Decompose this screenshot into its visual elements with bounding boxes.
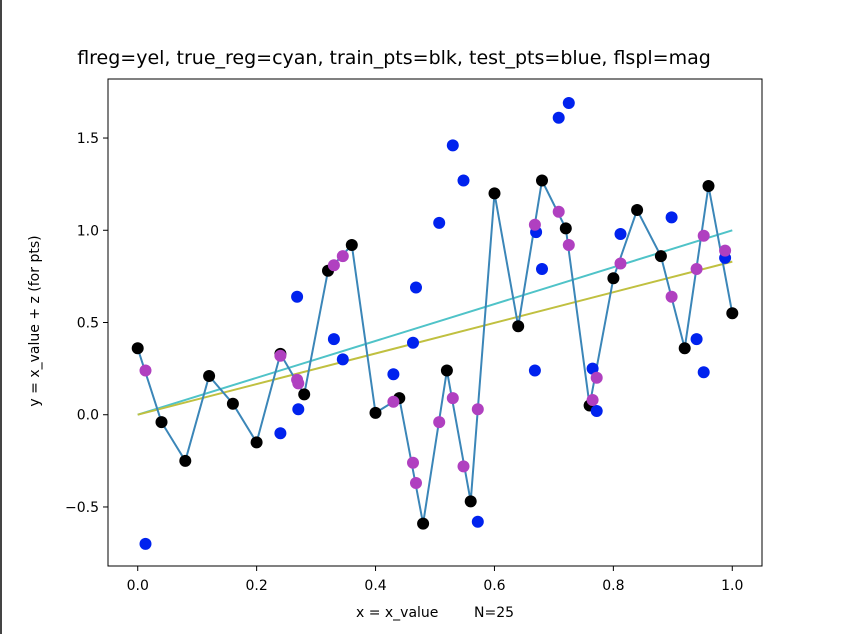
data-point-s4-7 [407, 336, 419, 349]
data-point-s4-17 [562, 97, 575, 109]
series-line-2 [136, 177, 734, 524]
x-tick-label: 0.0 [127, 578, 149, 594]
data-point-s4-22 [690, 333, 703, 346]
data-point-s4-4 [327, 333, 340, 346]
data-point-s3-17 [536, 174, 548, 187]
data-point-s5-15 [562, 239, 575, 251]
data-point-s4-16 [552, 111, 565, 124]
data-point-s5-9 [433, 416, 446, 429]
x-tick-label: 0.2 [246, 578, 268, 594]
data-point-s3-9 [345, 239, 358, 251]
data-point-s5-11 [457, 460, 470, 473]
data-point-s3-23 [678, 342, 691, 355]
x-tick-label: 0.8 [602, 578, 624, 594]
data-point-s4-19 [590, 405, 603, 417]
y-tick-label: 1.5 [77, 131, 99, 147]
data-point-s4-23 [697, 366, 710, 379]
x-axis-ticks: 0.0 0.2 0.4 0.6 0.8 1.0 [127, 566, 743, 594]
data-point-s5-12 [471, 403, 484, 416]
data-point-s3-1 [155, 416, 168, 429]
x-tick-label: 0.6 [483, 578, 505, 594]
data-point-s5-22 [719, 244, 732, 257]
data-point-s3-14 [464, 495, 477, 508]
data-point-s4-9 [433, 216, 446, 229]
data-point-s3-2 [179, 454, 192, 467]
data-point-s4-15 [536, 263, 548, 275]
x-tick-label: 1.0 [721, 578, 743, 594]
data-point-s5-13 [528, 218, 541, 231]
series-line-0 [137, 229, 733, 416]
data-point-s5-0 [139, 364, 152, 377]
data-point-s3-5 [250, 436, 263, 449]
data-point-s3-22 [654, 250, 667, 263]
data-point-s5-18 [614, 257, 627, 270]
data-point-s4-0 [139, 537, 152, 550]
y-axis-ticks: −0.5 0.0 0.5 1.0 1.5 [65, 131, 108, 516]
data-point-s5-6 [387, 395, 400, 408]
data-point-s3-13 [440, 364, 453, 377]
data-point-s3-21 [631, 204, 644, 216]
data-point-s4-20 [614, 228, 627, 240]
data-point-s5-14 [552, 205, 565, 218]
data-point-s4-2 [291, 290, 304, 303]
y-tick-label: 1.0 [77, 223, 99, 239]
x-axis-label: x = x_value N=25 [356, 605, 514, 621]
y-tick-label: 0.0 [77, 408, 99, 424]
y-tick-label: 0.5 [77, 316, 99, 332]
data-point-s4-3 [292, 403, 305, 416]
x-tick-label: 0.4 [364, 578, 386, 594]
data-point-s3-24 [702, 180, 715, 192]
data-point-s5-4 [327, 259, 340, 272]
data-point-s4-12 [471, 515, 484, 528]
data-point-s3-0 [131, 342, 144, 355]
series-line-1 [137, 260, 733, 416]
data-point-s5-21 [697, 229, 710, 242]
chart-title: flreg=yel, true_reg=cyan, train_pts=blk,… [77, 47, 711, 69]
data-point-s4-1 [274, 427, 287, 440]
data-point-s4-8 [410, 281, 422, 294]
data-point-s5-19 [665, 290, 678, 303]
lines-layer [136, 177, 734, 524]
data-point-s3-20 [607, 272, 620, 285]
data-point-s5-8 [410, 477, 422, 489]
y-tick-label: −0.5 [65, 500, 99, 516]
data-point-s4-5 [336, 353, 349, 366]
data-point-s5-7 [407, 456, 419, 469]
data-point-s3-10 [369, 406, 382, 419]
data-point-s5-1 [274, 349, 287, 362]
data-point-s4-21 [665, 211, 678, 224]
data-point-s4-6 [387, 368, 400, 381]
data-point-s3-16 [512, 320, 525, 333]
data-point-s4-13 [528, 364, 541, 377]
data-point-s5-5 [336, 250, 349, 263]
data-point-s3-7 [298, 388, 311, 401]
data-point-s3-3 [203, 370, 216, 382]
data-point-s3-4 [226, 397, 239, 410]
data-point-s3-15 [488, 187, 501, 200]
points-layer [131, 97, 739, 550]
data-point-s4-10 [446, 139, 459, 152]
y-axis-label: y = x_value + z (for pts) [27, 235, 43, 406]
data-point-s5-10 [446, 392, 459, 405]
data-point-s4-11 [457, 174, 470, 187]
data-point-s5-17 [590, 371, 603, 384]
data-point-s5-20 [690, 263, 703, 275]
data-point-s5-3 [292, 377, 305, 390]
data-point-s3-12 [417, 517, 430, 530]
data-point-s4-18 [586, 362, 599, 375]
data-point-s5-16 [586, 394, 599, 406]
data-point-s3-25 [726, 307, 739, 320]
data-point-s3-18 [559, 222, 572, 235]
